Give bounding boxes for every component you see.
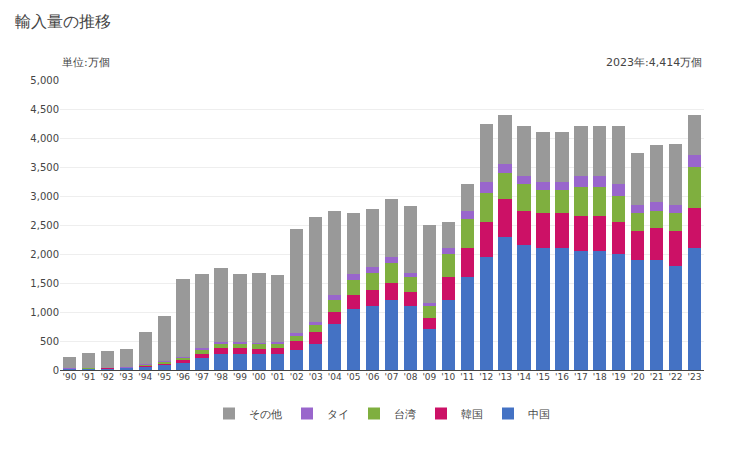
svg-text:4,500: 4,500 — [30, 104, 59, 115]
svg-text:'90: '90 — [63, 372, 77, 382]
svg-text:2,000: 2,000 — [30, 249, 59, 260]
svg-text:'18: '18 — [593, 372, 607, 382]
svg-text:'15: '15 — [536, 372, 550, 382]
svg-text:中国: 中国 — [528, 408, 550, 421]
svg-text:'09: '09 — [422, 372, 436, 382]
svg-text:'91: '91 — [81, 372, 95, 382]
svg-text:'94: '94 — [138, 372, 152, 382]
svg-text:500: 500 — [40, 336, 59, 347]
svg-text:'98: '98 — [214, 372, 228, 382]
svg-text:'08: '08 — [403, 372, 417, 382]
svg-text:0: 0 — [53, 365, 59, 376]
svg-text:4,000: 4,000 — [30, 133, 59, 144]
svg-text:'00: '00 — [252, 372, 266, 382]
svg-text:'03: '03 — [309, 372, 323, 382]
svg-text:輸入量の推移: 輸入量の推移 — [15, 12, 111, 31]
svg-text:タイ: タイ — [327, 408, 349, 421]
svg-text:'11: '11 — [460, 372, 474, 382]
svg-text:'12: '12 — [479, 372, 493, 382]
svg-text:'16: '16 — [555, 372, 569, 382]
svg-text:'20: '20 — [631, 372, 645, 382]
svg-text:'13: '13 — [498, 372, 512, 382]
svg-text:'06: '06 — [366, 372, 380, 382]
svg-text:'96: '96 — [176, 372, 190, 382]
svg-text:'01: '01 — [271, 372, 285, 382]
svg-text:'04: '04 — [328, 372, 342, 382]
svg-text:'05: '05 — [347, 372, 361, 382]
svg-text:'19: '19 — [612, 372, 626, 382]
svg-text:1,000: 1,000 — [30, 307, 59, 318]
svg-text:5,000: 5,000 — [30, 75, 59, 86]
svg-text:単位:万個: 単位:万個 — [62, 56, 110, 69]
svg-text:'21: '21 — [650, 372, 664, 382]
svg-text:その他: その他 — [249, 408, 282, 421]
svg-text:'95: '95 — [157, 372, 171, 382]
svg-text:'07: '07 — [385, 372, 399, 382]
svg-text:'93: '93 — [119, 372, 133, 382]
svg-text:'23: '23 — [688, 372, 702, 382]
svg-text:'14: '14 — [517, 372, 531, 382]
svg-text:'97: '97 — [195, 372, 209, 382]
svg-text:'17: '17 — [574, 372, 588, 382]
svg-text:'10: '10 — [441, 372, 455, 382]
svg-text:2,500: 2,500 — [30, 220, 59, 231]
svg-text:'92: '92 — [100, 372, 114, 382]
svg-text:'99: '99 — [233, 372, 247, 382]
svg-text:3,000: 3,000 — [30, 191, 59, 202]
svg-text:台湾: 台湾 — [394, 408, 416, 421]
svg-text:韓国: 韓国 — [461, 408, 483, 421]
svg-text:'22: '22 — [669, 372, 683, 382]
svg-text:2023年:4,414万個: 2023年:4,414万個 — [606, 56, 702, 69]
svg-text:1,500: 1,500 — [30, 278, 59, 289]
svg-text:'02: '02 — [290, 372, 304, 382]
svg-text:3,500: 3,500 — [30, 162, 59, 173]
